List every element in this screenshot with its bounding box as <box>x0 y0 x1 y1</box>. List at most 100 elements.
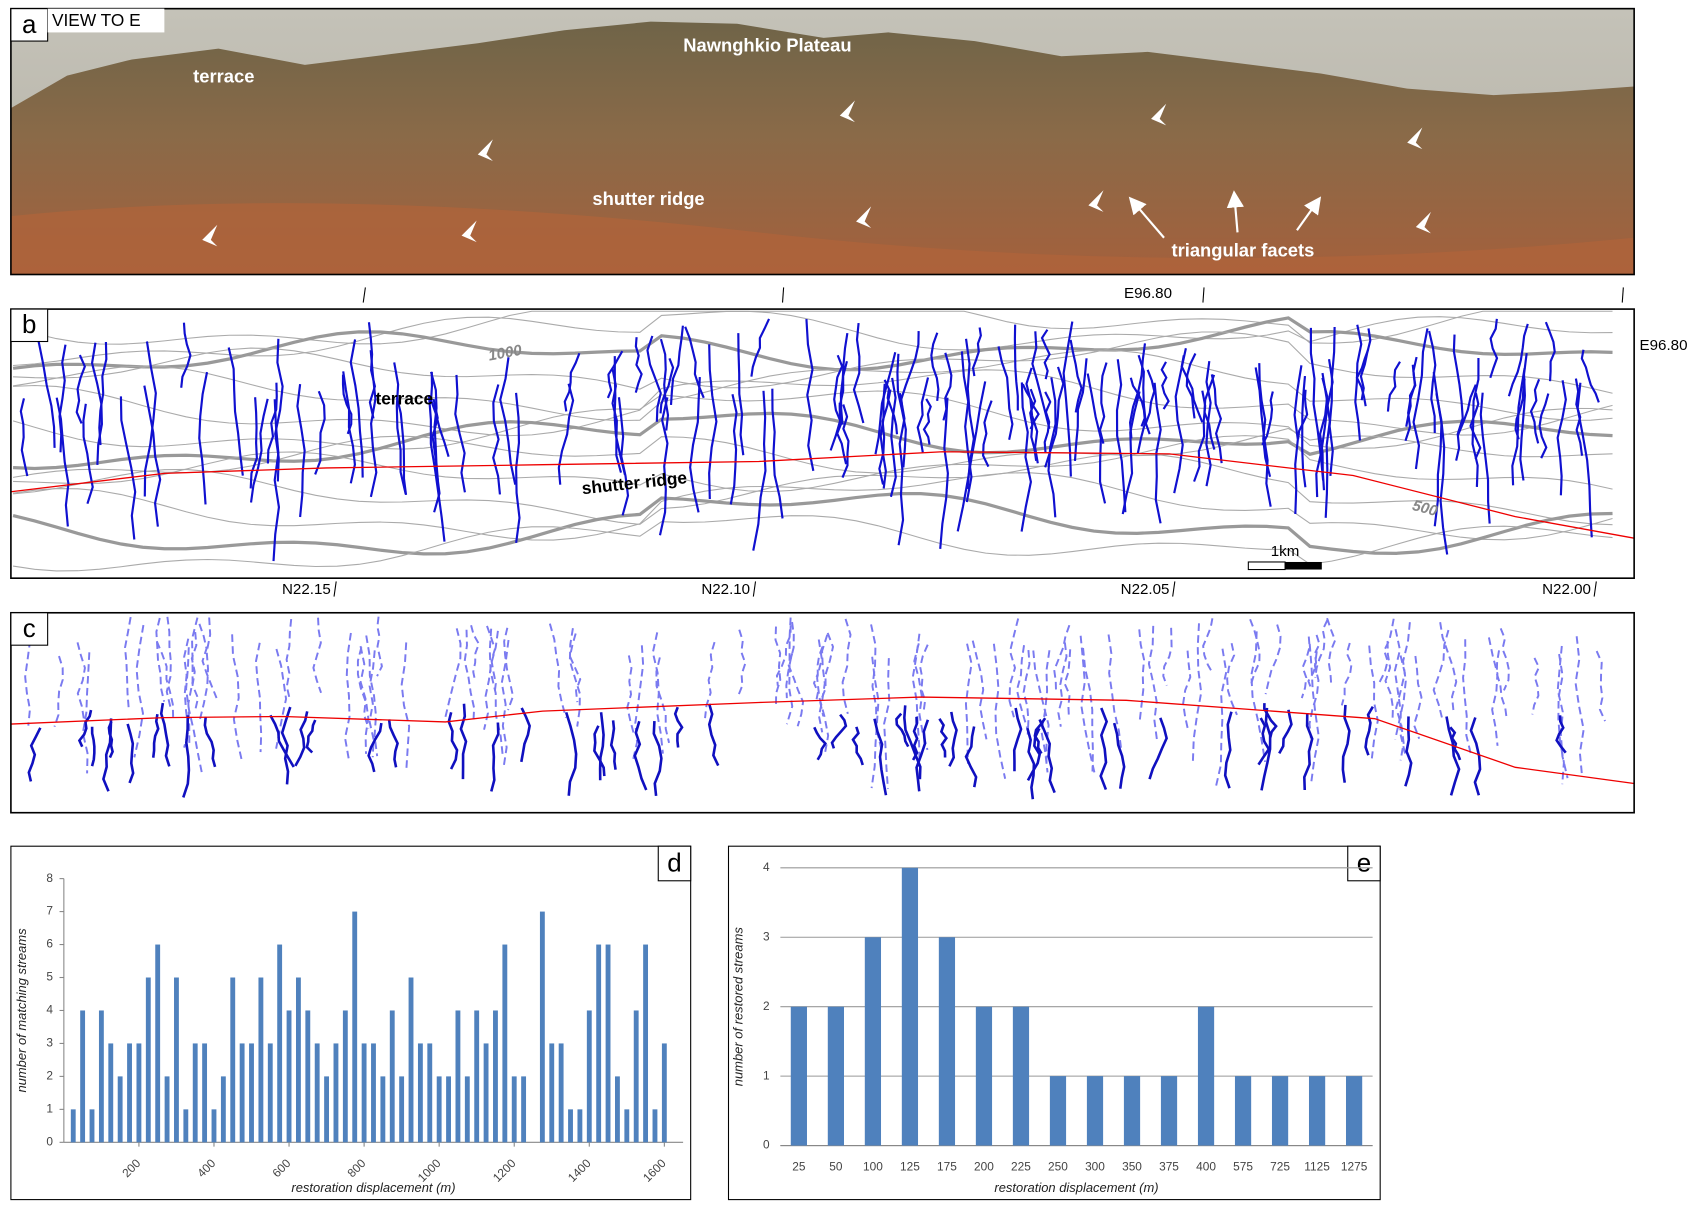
bar <box>343 1010 348 1142</box>
stream <box>1225 712 1231 788</box>
tick <box>783 287 784 302</box>
y-tick-label: 3 <box>763 929 770 943</box>
x-tick-label: 400 <box>194 1156 218 1180</box>
x-tick-label: 725 <box>1270 1159 1290 1173</box>
y-tick-label: 1 <box>46 1101 53 1115</box>
stream <box>461 704 466 779</box>
stream <box>54 656 62 727</box>
bar <box>976 1007 992 1146</box>
x-tick-label: 1600 <box>640 1156 669 1185</box>
stream <box>853 727 863 765</box>
x-tick-label: 350 <box>1122 1159 1142 1173</box>
stream <box>1251 631 1265 762</box>
stream <box>1463 639 1471 754</box>
bar <box>296 978 301 1143</box>
bar <box>118 1076 123 1142</box>
y-tick-label: 2 <box>46 1069 53 1083</box>
bar <box>437 1076 442 1142</box>
stream <box>128 724 133 783</box>
bar <box>568 1109 573 1142</box>
y-tick-label: 3 <box>46 1036 53 1050</box>
stream <box>789 653 803 726</box>
x-tick-label: 125 <box>900 1159 920 1173</box>
bar <box>380 1076 385 1142</box>
stream <box>125 617 131 708</box>
bar <box>174 978 179 1143</box>
ridge-label: shutter ridge <box>592 188 704 209</box>
stream <box>973 641 987 740</box>
bar <box>399 1076 404 1142</box>
stream <box>287 619 292 700</box>
tick <box>334 581 336 596</box>
bar <box>409 978 414 1143</box>
bar <box>390 1010 395 1142</box>
bar <box>108 1043 113 1142</box>
stream <box>832 715 846 749</box>
stream <box>627 655 633 733</box>
stream <box>232 634 242 761</box>
tick <box>753 581 755 596</box>
view-label: VIEW TO E <box>52 10 141 30</box>
stream <box>1009 618 1018 717</box>
x-tick-label: 200 <box>119 1156 143 1180</box>
x-tick-label: 200 <box>974 1159 994 1173</box>
bar <box>1087 1076 1103 1145</box>
longitude-label: E96.80 <box>1640 337 1688 354</box>
bar <box>455 1010 460 1142</box>
stream <box>1193 623 1201 761</box>
stream <box>1385 641 1392 721</box>
y-axis-title: number of restored streams <box>731 927 746 1087</box>
stream <box>1054 625 1069 692</box>
y-tick-label: 7 <box>46 904 53 918</box>
y-tick-label: 4 <box>763 860 770 874</box>
bar <box>1272 1076 1288 1145</box>
stream <box>550 624 566 718</box>
stream <box>153 714 158 757</box>
terrace-label: terrace <box>193 66 254 87</box>
x-tick-label: 1200 <box>490 1156 519 1185</box>
x-tick-label: 300 <box>1085 1159 1105 1173</box>
facets-label: triangular facets <box>1171 240 1314 261</box>
stream <box>465 630 474 724</box>
stream <box>709 704 718 766</box>
stream <box>1163 628 1171 686</box>
bar <box>155 945 160 1143</box>
stream <box>1576 636 1584 776</box>
longitude-label: E96.80 <box>1124 285 1172 302</box>
latitude-label: N22.05 <box>1121 581 1170 598</box>
bar <box>146 978 151 1143</box>
x-axis-title: restoration displacement (m) <box>291 1180 455 1195</box>
stream <box>611 720 615 769</box>
scale-bar <box>1285 562 1322 570</box>
bar <box>902 868 918 1146</box>
bar <box>540 912 545 1143</box>
y-tick-label: 2 <box>763 999 770 1013</box>
stream <box>738 630 746 697</box>
bar <box>287 1010 292 1142</box>
x-tick-label: 400 <box>1196 1159 1216 1173</box>
bar <box>427 1043 432 1142</box>
stream <box>1109 634 1122 749</box>
x-tick-label: 1125 <box>1304 1159 1330 1173</box>
stream <box>29 728 40 782</box>
map-bg <box>11 309 1634 578</box>
scale-label: 1km <box>1271 543 1300 560</box>
plateau-label: Nawnghkio Plateau <box>683 34 851 55</box>
bar <box>352 912 357 1143</box>
stream <box>199 624 216 698</box>
x-tick-label: 225 <box>1011 1159 1031 1173</box>
stream <box>1489 637 1498 745</box>
bar <box>1124 1076 1140 1145</box>
stream <box>1149 626 1157 740</box>
latitude-label: N22.15 <box>282 581 331 598</box>
bar <box>183 1109 188 1142</box>
stream <box>1597 651 1605 721</box>
stream <box>134 625 143 757</box>
x-tick-label: 1275 <box>1341 1159 1368 1173</box>
bar <box>662 1043 667 1142</box>
stream <box>1532 658 1539 715</box>
stream <box>814 727 825 759</box>
bar <box>277 945 282 1143</box>
y-tick-label: 4 <box>46 1003 53 1017</box>
panel-label: b <box>22 311 36 339</box>
